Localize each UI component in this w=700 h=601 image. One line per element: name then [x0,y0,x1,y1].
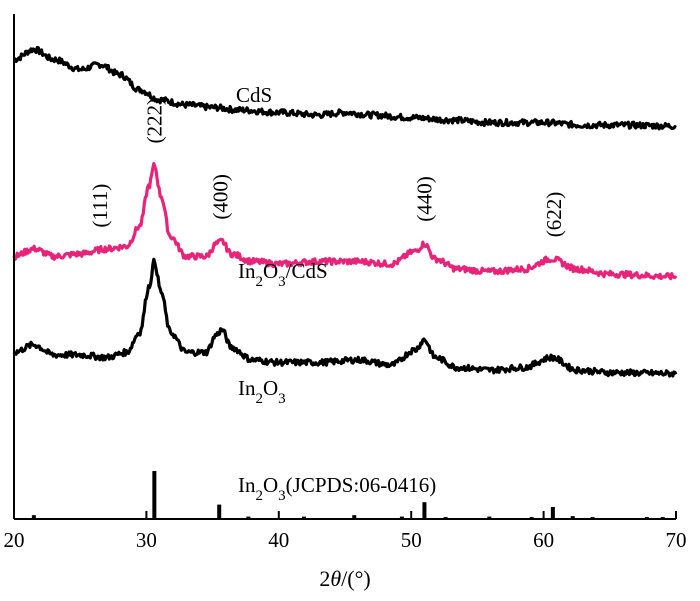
peak-label: (111) [88,184,112,228]
x-tick-label: 60 [533,528,554,552]
series-lines [12,45,678,378]
series-label-composite: In2O3/CdS [238,259,328,290]
series-label-reference: In2O3(JCPDS:06-0416) [238,473,436,504]
series-line-0 [13,45,677,131]
series-labels: CdS In2O3/CdS In2O3 In2O3(JCPDS:06-0416) [236,83,436,504]
series-label-in2o3: In2O3 [238,376,286,407]
peak-label: (440) [412,176,436,222]
series-line-2 [12,257,678,378]
series-label-cds: CdS [236,83,272,107]
series-line-1 [12,161,678,281]
peak-label: (400) [209,174,233,220]
x-tick-label: 20 [4,528,25,552]
axes: 20 30 40 50 60 70 [4,14,687,552]
peak-labels: (111) (222) (400) (440) (622) [88,98,566,237]
x-tick-label: 70 [666,528,687,552]
peak-label: (622) [542,192,566,238]
x-tick-label: 40 [268,528,289,552]
x-tick-label: 50 [401,528,422,552]
peak-label: (222) [142,98,166,144]
x-tick-label: 30 [136,528,157,552]
x-axis-title: 2θ/(°) [319,566,370,591]
